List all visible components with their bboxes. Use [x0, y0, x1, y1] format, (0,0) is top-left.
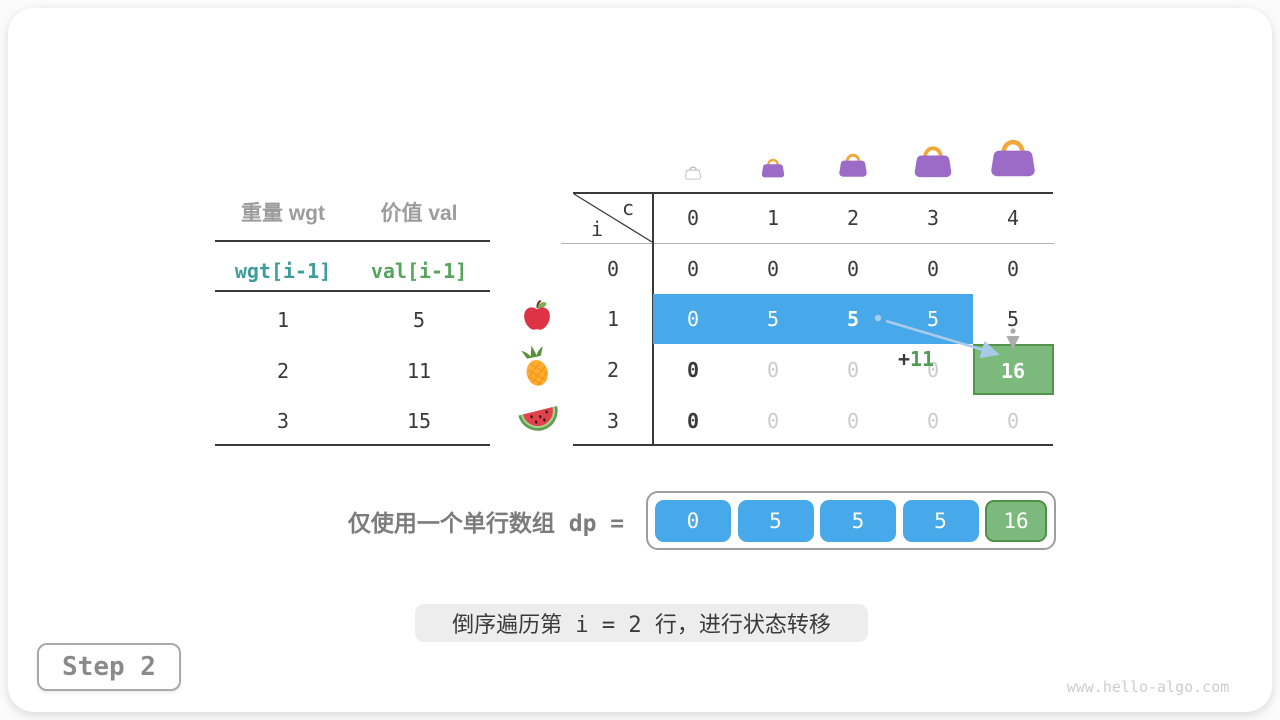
watermelon-icon: [516, 402, 563, 437]
bag-capacity-0-icon: [684, 163, 702, 182]
caption-box: 倒序遍历第 i = 2 行，进行状态转移: [415, 604, 868, 642]
dp-row-header-1: 1: [606, 307, 620, 331]
dp-col-header-1: 1: [766, 206, 780, 230]
caption-text: 倒序遍历第 i = 2 行，进行状态转移: [452, 613, 831, 638]
dp-cell-1-3: 5: [926, 307, 940, 331]
dp-corner-col-var: c: [621, 196, 635, 220]
dp-array-label: 仅使用一个单行数组 dp =: [347, 511, 625, 537]
bag-capacity-3-icon: [913, 141, 954, 180]
items-table-code-val: val[i-1]: [370, 259, 468, 283]
dp-cell-3-0: 0: [686, 409, 700, 433]
dp-grid-rule-header: [561, 243, 1054, 244]
step-badge-label: Step 2: [62, 652, 156, 682]
bag-capacity-2-icon: [838, 150, 869, 179]
dp-cell-1-1: 5: [766, 307, 780, 331]
dp-cell-2-0: 0: [686, 358, 700, 382]
items-table-rule-mid: [215, 290, 490, 292]
dp-array-cell-0: 0: [655, 499, 731, 542]
dp-cell-0-4: 0: [1006, 257, 1020, 281]
dp-col-header-2: 2: [846, 206, 860, 230]
dp-col-header-4: 4: [1006, 206, 1020, 230]
dp-cell-2-2: 0: [846, 358, 860, 382]
dp-cell-0-2: 0: [846, 257, 860, 281]
step-badge: Step 2: [37, 643, 181, 691]
dp-col-header-0: 0: [686, 206, 700, 230]
item-1-weight: 1: [276, 308, 290, 332]
dp-row-header-2: 2: [606, 358, 620, 382]
dp-array-container: 0 5 5 5 16: [646, 491, 1056, 550]
item-2-value: 11: [406, 359, 432, 383]
dp-array-cell-1: 5: [737, 499, 814, 542]
dp-cell-2-1: 0: [766, 358, 780, 382]
dp-cell-2-4-updated: 16: [1000, 359, 1026, 383]
dp-row-header-3: 3: [606, 409, 620, 433]
items-table-rule-top: [215, 240, 490, 242]
apple-icon: [520, 298, 554, 332]
bag-capacity-4-icon: [989, 133, 1038, 179]
items-table-code-wgt: wgt[i-1]: [234, 259, 332, 283]
dp-col-header-3: 3: [926, 206, 940, 230]
dp-cell-1-2-source: 5: [846, 307, 860, 331]
bag-capacity-1-icon: [761, 155, 786, 179]
watermark-url: www.hello-algo.com: [1066, 678, 1230, 696]
dp-row-header-0: 0: [606, 257, 620, 281]
dp-cell-3-4: 0: [1006, 409, 1020, 433]
dp-cell-0-3: 0: [926, 257, 940, 281]
figure-card: [8, 8, 1272, 712]
dp-corner-row-var: i: [590, 217, 604, 241]
item-3-weight: 3: [276, 409, 290, 433]
dp-row-1-highlight: [653, 294, 973, 344]
item-3-value: 15: [406, 409, 432, 433]
transfer-annotation: +11: [898, 347, 934, 371]
items-table-header-value: 价值 val: [380, 202, 458, 225]
dp-cell-3-2: 0: [846, 409, 860, 433]
dp-cell-3-3: 0: [926, 409, 940, 433]
dp-cell-3-1: 0: [766, 409, 780, 433]
dp-array-cell-2: 5: [820, 499, 896, 542]
transfer-plus-sign: +: [898, 347, 911, 371]
dp-grid-rule-top: [573, 192, 1053, 194]
items-table-header-weight: 重量 wgt: [241, 202, 325, 225]
item-1-value: 5: [412, 308, 426, 332]
pineapple-icon: [514, 342, 558, 393]
dp-array-cell-4: 16: [985, 499, 1047, 542]
dp-cell-0-1: 0: [766, 257, 780, 281]
dp-cell-1-0: 0: [686, 307, 700, 331]
dp-grid-rule-bottom: [573, 444, 1053, 446]
dp-cell-1-4: 5: [1006, 307, 1020, 331]
dp-array-cell-3: 5: [902, 499, 979, 542]
dp-cell-2-3: 0: [926, 358, 940, 382]
items-table-rule-bottom: [215, 444, 490, 446]
item-2-weight: 2: [276, 359, 290, 383]
dp-cell-0-0: 0: [686, 257, 700, 281]
transfer-value: 11: [910, 347, 935, 371]
